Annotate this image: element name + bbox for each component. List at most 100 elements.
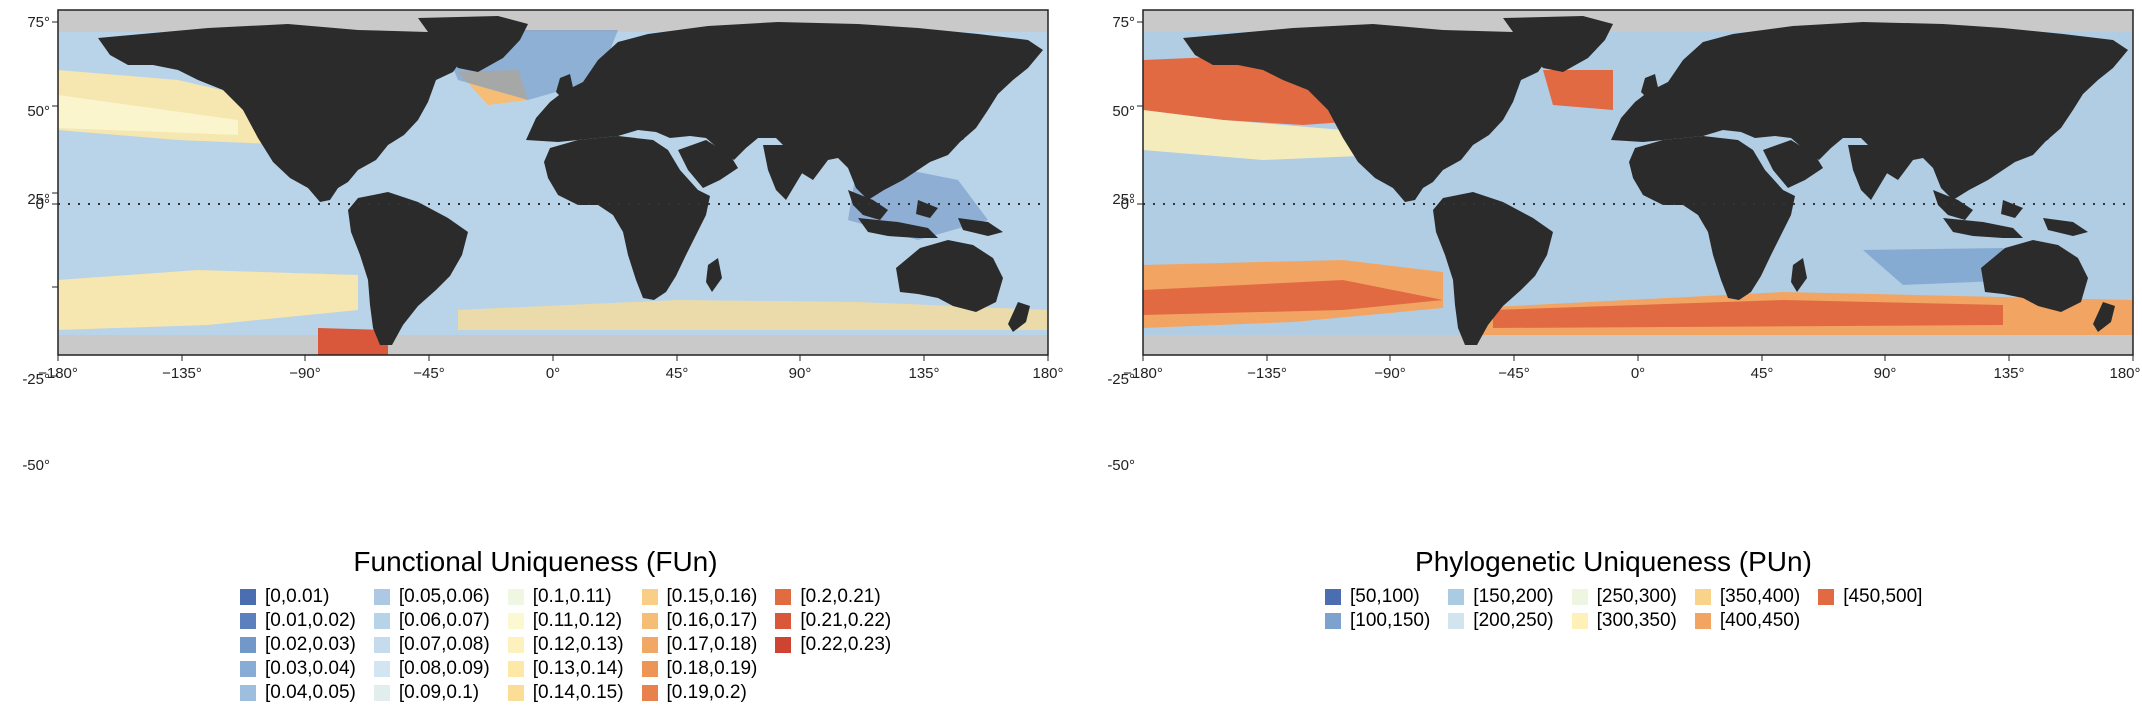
legend-item: [100,150) bbox=[1325, 610, 1430, 632]
x-tick-label: −90° bbox=[289, 365, 320, 382]
x-axis: −180° −135° −90° −45° 0° 45° 90° 135° 18… bbox=[1123, 355, 2141, 382]
legend-swatch bbox=[641, 613, 658, 629]
legend-swatch bbox=[1325, 613, 1341, 629]
x-tick-label: 0° bbox=[546, 365, 560, 382]
south-pacific-band bbox=[58, 270, 358, 330]
phylogenetic-uniqueness-panel: 75° 50° 25° 0° -25° -50° −180° −135° −90… bbox=[1085, 0, 2142, 710]
legend-item: [400,450) bbox=[1694, 610, 1800, 632]
x-tick-label: −180° bbox=[38, 365, 78, 382]
y-tick-label: 25° bbox=[1112, 191, 1135, 208]
legend-swatch bbox=[641, 589, 658, 605]
x-tick-label: −180° bbox=[1123, 365, 1163, 382]
x-axis: −180° −135° −90° −45° 0° 45° 90° 135° 18… bbox=[38, 355, 1064, 382]
legend-swatch bbox=[240, 685, 256, 701]
legend-label: [0.14,0.15) bbox=[532, 682, 624, 703]
legend-item: [300,350) bbox=[1571, 610, 1677, 632]
legend-item: [0.17,0.18) bbox=[641, 634, 758, 656]
x-tick-label: −135° bbox=[1247, 365, 1287, 382]
southern-ocean-band bbox=[458, 300, 1048, 330]
y-tick-label: -50° bbox=[1107, 457, 1135, 474]
legend-item: [0.09,0.1) bbox=[373, 682, 490, 704]
legend-swatch bbox=[240, 589, 256, 605]
legend-label: [0.16,0.17) bbox=[666, 610, 758, 631]
legend-item: [0.18,0.19) bbox=[641, 658, 757, 680]
legend-label: [0.19,0.2) bbox=[666, 682, 747, 703]
x-tick-label: 135° bbox=[1993, 365, 2024, 382]
legend-title: Functional Uniqueness (FUn) bbox=[353, 546, 718, 577]
legend-item: [450,500] bbox=[1818, 586, 1922, 608]
legend-label: [150,200) bbox=[1473, 586, 1554, 607]
legend-label: [0.08,0.09) bbox=[398, 658, 490, 679]
y-tick-label: 0° bbox=[1121, 196, 1135, 213]
legend-label: [350,400) bbox=[1719, 586, 1801, 607]
legend-label: [0,0.01) bbox=[265, 586, 330, 607]
legend-label: [0.21,0.22) bbox=[800, 610, 892, 631]
legend-item: [0.13,0.14) bbox=[507, 658, 624, 680]
legend-item: [0.22,0.23) bbox=[775, 634, 891, 656]
legend-item: [0.14,0.15) bbox=[507, 682, 624, 704]
y-tick-label: -25° bbox=[1107, 371, 1135, 388]
legend-item: [50,100) bbox=[1325, 586, 1430, 608]
functional-uniqueness-map: 75° 50° 25° 0° -25° -50° −180° −135° −90… bbox=[22, 9, 1064, 474]
legend-title: Phylogenetic Uniqueness (PUn) bbox=[1415, 546, 1812, 577]
y-axis: 75° 50° 25° 0° -25° -50° bbox=[22, 14, 58, 474]
legend-swatch bbox=[1818, 589, 1835, 605]
x-tick-label: 0° bbox=[1631, 365, 1645, 382]
legend-swatch bbox=[775, 613, 792, 629]
south-pacific-hotspot bbox=[1143, 280, 1443, 315]
legend-swatch bbox=[1571, 613, 1588, 629]
legend-label: [450,500] bbox=[1843, 586, 1923, 607]
legend-swatch bbox=[373, 661, 390, 677]
legend-swatch bbox=[641, 685, 658, 701]
x-tick-label: −45° bbox=[413, 365, 444, 382]
legend-label: [0.11,0.12) bbox=[532, 610, 623, 631]
legend-swatch bbox=[373, 613, 390, 629]
x-tick-label: 45° bbox=[666, 365, 689, 382]
x-tick-label: −135° bbox=[162, 365, 202, 382]
legend-label: [0.04,0.05) bbox=[265, 682, 356, 703]
legend-item: [0.06,0.07) bbox=[373, 610, 490, 632]
legend-item: [0,0.01) bbox=[240, 586, 356, 608]
legend-item: [200,250) bbox=[1448, 610, 1554, 632]
map-plot-area bbox=[57, 9, 1049, 356]
legend-label: [0.12,0.13) bbox=[532, 634, 624, 655]
legend-item: [0.07,0.08) bbox=[373, 634, 490, 656]
legend-label: [100,150) bbox=[1350, 610, 1431, 631]
legend-label: [0.1,0.11) bbox=[532, 586, 612, 607]
legend-label: [0.01,0.02) bbox=[265, 610, 356, 631]
legend-swatch bbox=[240, 613, 256, 629]
legend-label: [0.09,0.1) bbox=[398, 682, 480, 703]
y-tick-label: 75° bbox=[1112, 14, 1135, 31]
legend-swatch bbox=[373, 637, 390, 653]
legend-item: [0.01,0.02) bbox=[240, 610, 356, 632]
drake-passage-hotspot bbox=[318, 328, 388, 355]
legend-label: [50,100) bbox=[1350, 586, 1420, 607]
legend-item: [0.08,0.09) bbox=[373, 658, 490, 680]
legend-item: [350,400) bbox=[1694, 586, 1801, 608]
legend-swatch bbox=[240, 661, 256, 677]
legend-swatch bbox=[507, 685, 524, 701]
legend-label: [300,350) bbox=[1596, 610, 1677, 631]
north-atlantic-hotspot bbox=[1543, 70, 1613, 110]
legend-label: [0.05,0.06) bbox=[398, 586, 490, 607]
map-plot-area bbox=[1142, 9, 2134, 356]
legend-item: [0.19,0.2) bbox=[641, 682, 758, 704]
x-tick-label: 90° bbox=[789, 365, 812, 382]
x-tick-label: 135° bbox=[908, 365, 939, 382]
legend-item: [0.2,0.21) bbox=[775, 586, 891, 608]
legend-swatch bbox=[1694, 613, 1711, 629]
y-tick-label: -25° bbox=[22, 371, 50, 388]
legend-item: [0.04,0.05) bbox=[240, 682, 356, 704]
x-tick-label: −45° bbox=[1498, 365, 1529, 382]
y-tick-label: 25° bbox=[27, 191, 50, 208]
x-tick-label: 180° bbox=[1032, 365, 1063, 382]
legend-swatch bbox=[641, 637, 658, 653]
legend-label: [0.17,0.18) bbox=[666, 634, 758, 655]
legend-swatch bbox=[775, 589, 792, 605]
legend-swatch bbox=[1694, 589, 1711, 605]
y-tick-label: -50° bbox=[22, 457, 50, 474]
legend-label: [0.2,0.21) bbox=[800, 586, 881, 607]
north-pacific-band-light bbox=[1143, 110, 1383, 160]
legend-label: [200,250) bbox=[1473, 610, 1554, 631]
legend-swatch bbox=[507, 589, 524, 605]
